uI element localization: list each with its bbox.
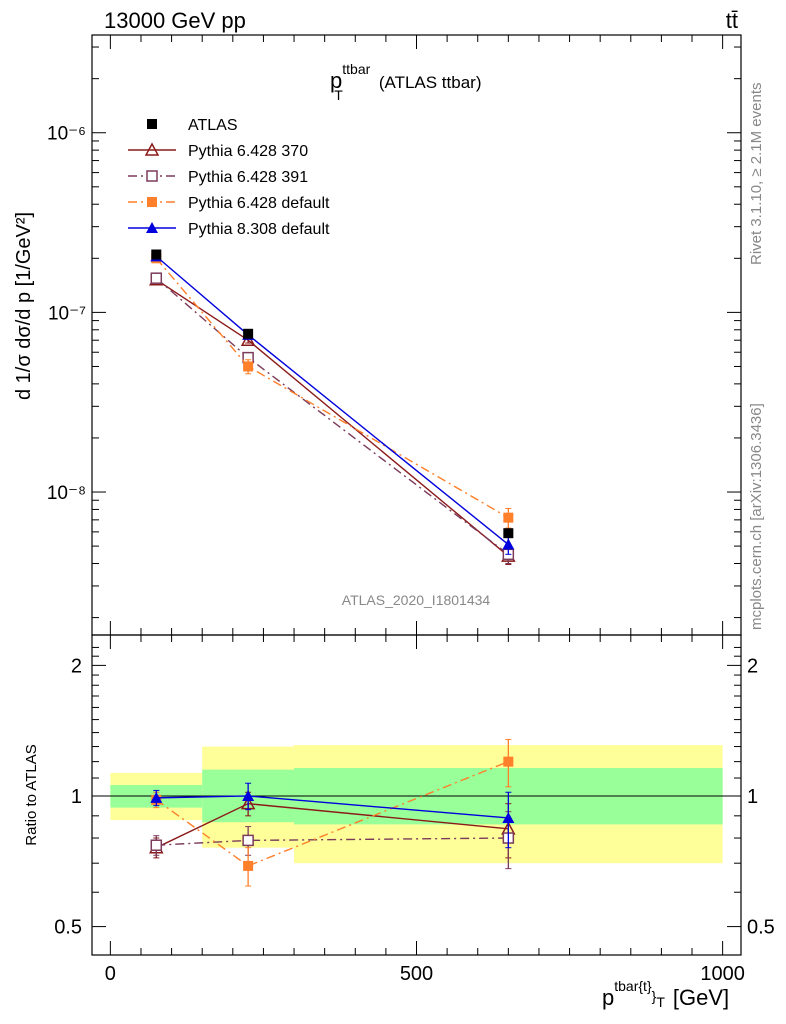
legend-label-p370: Pythia 6.428 370: [188, 143, 308, 160]
ratio-y-tick-label-right: 0.5: [747, 917, 775, 939]
main-line-p8: [155, 255, 509, 546]
xlabel-sub: T: [656, 994, 665, 1010]
ratio-x-tick-label: 500: [400, 963, 433, 985]
legend-item-atlas: ATLAS: [147, 117, 238, 134]
main-y-tick-label: 10⁻⁸: [47, 483, 86, 504]
ratio-point-pdefault: [243, 860, 254, 871]
legend-item-p8: Pythia 8.308 default: [128, 221, 330, 238]
ratio-point-p8: [502, 811, 515, 823]
title-rest: (ATLAS ttbar): [379, 73, 482, 92]
title-sup: ttbar: [342, 61, 370, 77]
ratio-x-tick-label: 1000: [700, 963, 745, 985]
x-axis-label: ptbar{t}}T [GeV]: [602, 978, 729, 1010]
title-main: p: [330, 68, 342, 93]
legend-marker-p391: [146, 170, 158, 182]
main-series-p8: [150, 250, 515, 555]
ratio-y-tick-label-right: 2: [747, 655, 758, 677]
main-point-pdefault: [503, 512, 514, 523]
legend-label-p391: Pythia 6.428 391: [188, 169, 308, 186]
header-right: tt̄: [726, 8, 738, 33]
legend-marker-atlas: [147, 119, 157, 129]
main-series-p370: [149, 272, 516, 565]
legend-item-p391: Pythia 6.428 391: [128, 169, 308, 186]
legend-item-pdefault: Pythia 6.428 default: [128, 195, 330, 212]
ratio-y-tick-label-right: 1: [747, 786, 758, 808]
ratio-point-pdefault: [503, 756, 514, 767]
main-y-tick-label: 10⁻⁶: [47, 124, 86, 145]
ratio-series-p8: [150, 782, 515, 849]
ratio-y-label: Ratio to ATLAS: [23, 744, 40, 845]
legend-item-p370: Pythia 6.428 370: [128, 142, 308, 160]
main-title: pttbar T (ATLAS ttbar): [330, 61, 481, 103]
main-series-atlas: [151, 249, 514, 539]
main-point-atlas: [151, 249, 162, 260]
ratio-y-tick-label: 2: [71, 655, 82, 677]
main-line-pdefault: [155, 257, 509, 519]
y-axis-label: d 1/σ dσ/d p [1/GeV²]: [13, 212, 35, 400]
xlabel-sup: tbar{t}: [614, 978, 652, 994]
legend-label-p8: Pythia 8.308 default: [188, 221, 330, 238]
main-point-p391: [150, 272, 163, 284]
ratio-x-tick-label: 0: [105, 963, 116, 985]
legend-label-atlas: ATLAS: [188, 117, 238, 134]
main-point-pdefault: [243, 361, 254, 372]
legend-label-pdefault: Pythia 6.428 default: [188, 195, 330, 212]
ratio-point-p391: [150, 839, 163, 851]
ratio-y-tick-label: 0.5: [54, 917, 82, 939]
xlabel-unit: [GeV]: [673, 985, 729, 1010]
ratio-point-p391: [242, 834, 254, 847]
ratio-y-tick-label: 1: [71, 786, 82, 808]
analysis-id: ATLAS_2020_I1801434: [342, 592, 491, 608]
xlabel-tail: }: [652, 988, 657, 1004]
main-y-tick-label: 10⁻⁷: [48, 303, 86, 324]
main-series-pdefault: [151, 253, 514, 529]
mcplots-label: mcplots.cern.ch [arXiv:1306.3436]: [748, 403, 765, 630]
rivet-label: Rivet 3.1.10, ≥ 2.1M events: [748, 83, 765, 266]
ratio-point-p8: [150, 791, 163, 803]
legend-marker-pdefault: [147, 197, 157, 207]
header-left: 13000 GeV pp: [104, 8, 246, 33]
title-sub: T: [334, 87, 343, 103]
xlabel-main: p: [602, 985, 614, 1010]
main-point-atlas: [243, 328, 254, 339]
ratio-point-p8: [242, 789, 255, 801]
main-point-p8: [502, 538, 515, 550]
main-point-atlas: [503, 528, 514, 539]
legend-marker-p8: [146, 222, 158, 233]
legend-marker-p370: [144, 142, 160, 156]
